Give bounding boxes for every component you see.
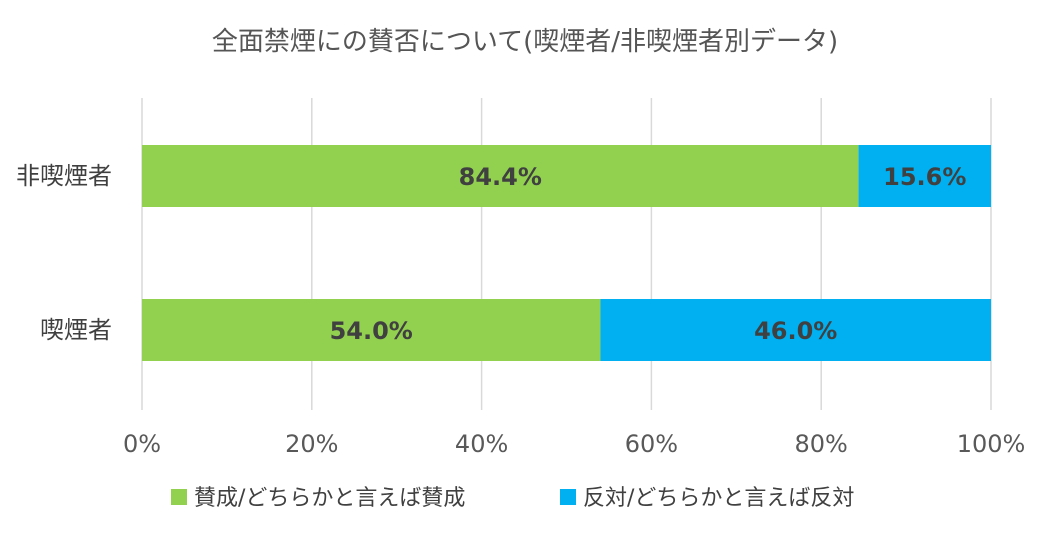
bar-segment: [858, 145, 991, 207]
legend-swatch: [560, 489, 576, 505]
legend-swatch: [171, 489, 187, 505]
x-tick-label: 60%: [625, 430, 678, 458]
bars: [142, 145, 991, 361]
x-tick-label: 20%: [285, 430, 338, 458]
gridlines: [141, 98, 992, 410]
x-tick-label: 100%: [957, 430, 1026, 458]
category-label: 喫煙者: [40, 316, 112, 344]
data-label: 54.0%: [330, 317, 413, 345]
legend-label: 賛成/どちらかと言えば賛成: [194, 486, 465, 511]
bar-segment: [142, 299, 601, 361]
data-label: 15.6%: [883, 163, 966, 191]
legend-label: 反対/どちらかと言えば反対: [583, 486, 854, 511]
x-axis-tick-labels: 0% 20% 40% 60% 80% 100%: [123, 430, 1025, 458]
bar-segment: [600, 299, 991, 361]
category-label: 非喫煙者: [16, 162, 112, 190]
x-tick-label: 80%: [795, 430, 848, 458]
legend: 賛成/どちらかと言えば賛成 反対/どちらかと言えば反対: [171, 486, 854, 511]
data-label: 46.0%: [754, 317, 837, 345]
x-tick-label: 0%: [123, 430, 161, 458]
data-labels: 84.4% 15.6% 54.0% 46.0%: [330, 163, 967, 345]
data-label: 84.4%: [459, 163, 542, 191]
chart-title: 全面禁煙にの賛否について(喫煙者/非喫煙者別データ): [212, 27, 838, 57]
x-tick-label: 40%: [455, 430, 508, 458]
bar-segment: [142, 145, 859, 207]
